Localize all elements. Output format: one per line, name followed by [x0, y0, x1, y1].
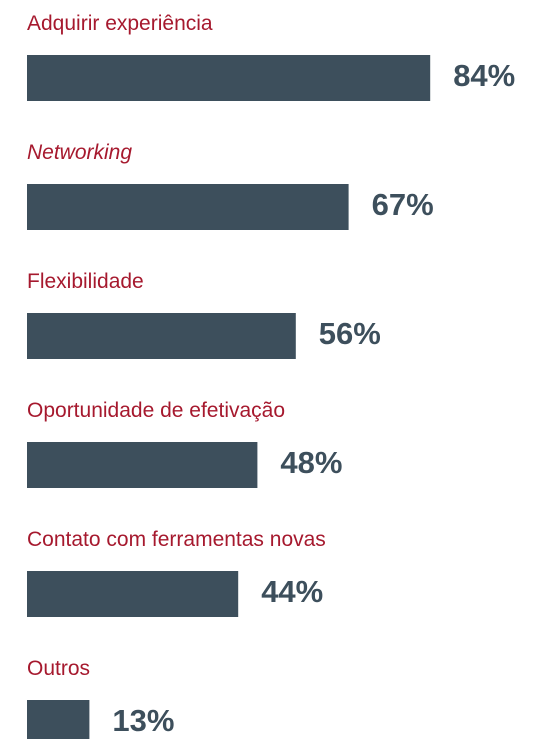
bar [27, 571, 239, 617]
category-label: Oportunidade de efetivação [27, 399, 285, 422]
category-label: Flexibilidade [27, 270, 144, 293]
value-label: 13% [112, 703, 174, 738]
bar [27, 700, 90, 739]
value-label: 48% [280, 445, 342, 480]
bar [27, 55, 431, 101]
value-label: 84% [453, 58, 515, 93]
category-label: Networking [27, 141, 132, 164]
value-label: 44% [261, 574, 323, 609]
bar [27, 442, 258, 488]
category-label: Outros [27, 657, 90, 680]
bar [27, 184, 349, 230]
bar [27, 313, 296, 359]
value-label: 67% [372, 187, 434, 222]
value-label: 56% [319, 316, 381, 351]
category-label: Adquirir experiência [27, 12, 213, 35]
category-label: Contato com ferramentas novas [27, 528, 326, 551]
